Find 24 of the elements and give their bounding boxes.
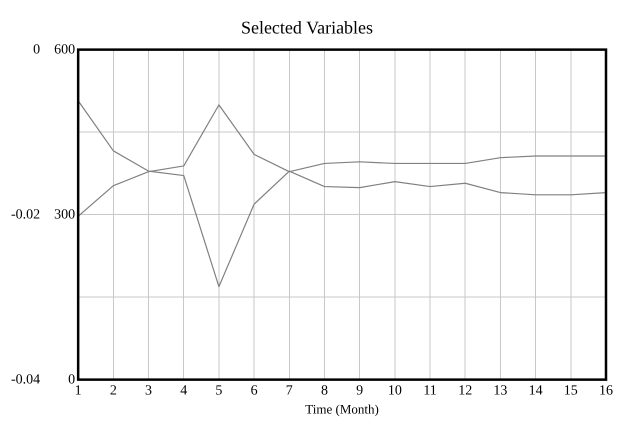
y-tick-label: 300: [54, 207, 76, 222]
x-tick-label: 5: [215, 384, 222, 399]
y-tick-label: 0: [68, 372, 76, 388]
x-tick-label: 8: [320, 384, 328, 399]
x-tick-label: 3: [145, 384, 152, 399]
y2-tick-label: -0.04: [10, 372, 40, 388]
y-tick-label: 600: [54, 42, 76, 58]
y2-tick-label: 0: [33, 42, 40, 58]
x-tick-label: 4: [180, 384, 188, 399]
x-tick-label: 9: [356, 384, 364, 399]
x-tick-label: 6: [250, 384, 258, 399]
chart-title: Selected Variables: [240, 18, 374, 38]
x-tick-label: 10: [388, 384, 402, 399]
x-tick-label: 15: [564, 384, 578, 399]
x-tick-label: 16: [599, 384, 613, 399]
x-tick-label: 14: [528, 384, 543, 399]
x-axis-title: Time (Month): [305, 402, 379, 417]
y2-tick-label: -0.02: [10, 207, 40, 222]
x-tick-label: 12: [458, 384, 472, 399]
x-tick-label: 7: [286, 384, 293, 399]
x-tick-label: 11: [423, 384, 437, 399]
x-tick-label: 2: [110, 384, 117, 399]
x-tick-label: 1: [74, 384, 82, 399]
x-tick-label: 13: [493, 384, 508, 399]
